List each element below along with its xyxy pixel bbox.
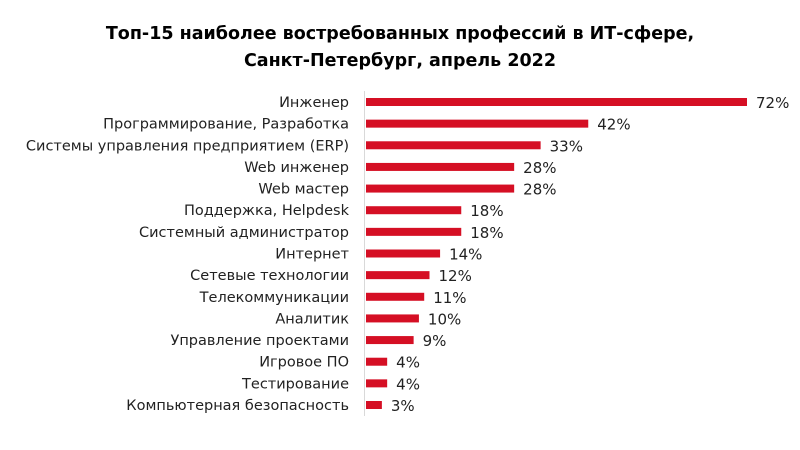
value-label: 28% [523,181,556,199]
value-label: 12% [439,267,472,285]
category-label: Системный администратор [139,225,349,241]
value-label: 18% [470,202,503,220]
bar [366,314,419,323]
bar [366,357,388,366]
value-label: 3% [391,397,415,415]
bar [366,401,382,409]
value-label: 9% [423,332,447,350]
category-label: Поддержка, Helpdesk [184,203,350,219]
value-label: 4% [396,375,420,393]
value-label: 11% [433,289,466,307]
category-label: Сетевые технологии [190,268,349,284]
chart-title-line-2: Санкт-Петербург, апрель 2022 [244,51,556,71]
category-label: Web инженер [244,160,349,176]
bar [366,227,462,236]
bar [366,249,441,258]
value-label: 33% [550,137,583,155]
bar [366,141,541,150]
bar [366,206,462,215]
category-label: Игровое ПО [259,355,349,371]
category-label: Управление проектами [170,333,349,349]
bar [366,184,515,193]
bar [366,379,388,388]
bar [366,119,589,128]
category-label: Программирование, Разработка [103,117,349,133]
bar [366,336,414,345]
value-label: 28% [523,159,556,177]
category-label: Компьютерная безопасность [126,398,349,414]
category-label: Тестирование [241,376,349,392]
category-label: Системы управления предприятием (ERP) [26,138,349,154]
value-label: 18% [470,224,503,242]
bars-group: Инженер 72% Программирование, Разработка 42… [26,94,789,415]
value-label: 10% [428,310,461,328]
value-label: 72% [756,94,789,112]
value-label: 14% [449,246,482,264]
category-label: Web мастер [258,182,349,198]
value-label: 42% [597,116,630,134]
chart-title-line-1: Топ-15 наиболее востребованных профессий… [106,24,694,44]
bar [366,271,430,280]
category-label: Инженер [279,95,349,111]
value-label: 4% [396,354,420,372]
bar [366,98,747,106]
category-label: Телекоммуникации [199,290,349,306]
bar [366,162,515,171]
category-label: Интернет [275,247,349,263]
category-label: Аналитик [275,311,349,327]
bar [366,292,425,301]
